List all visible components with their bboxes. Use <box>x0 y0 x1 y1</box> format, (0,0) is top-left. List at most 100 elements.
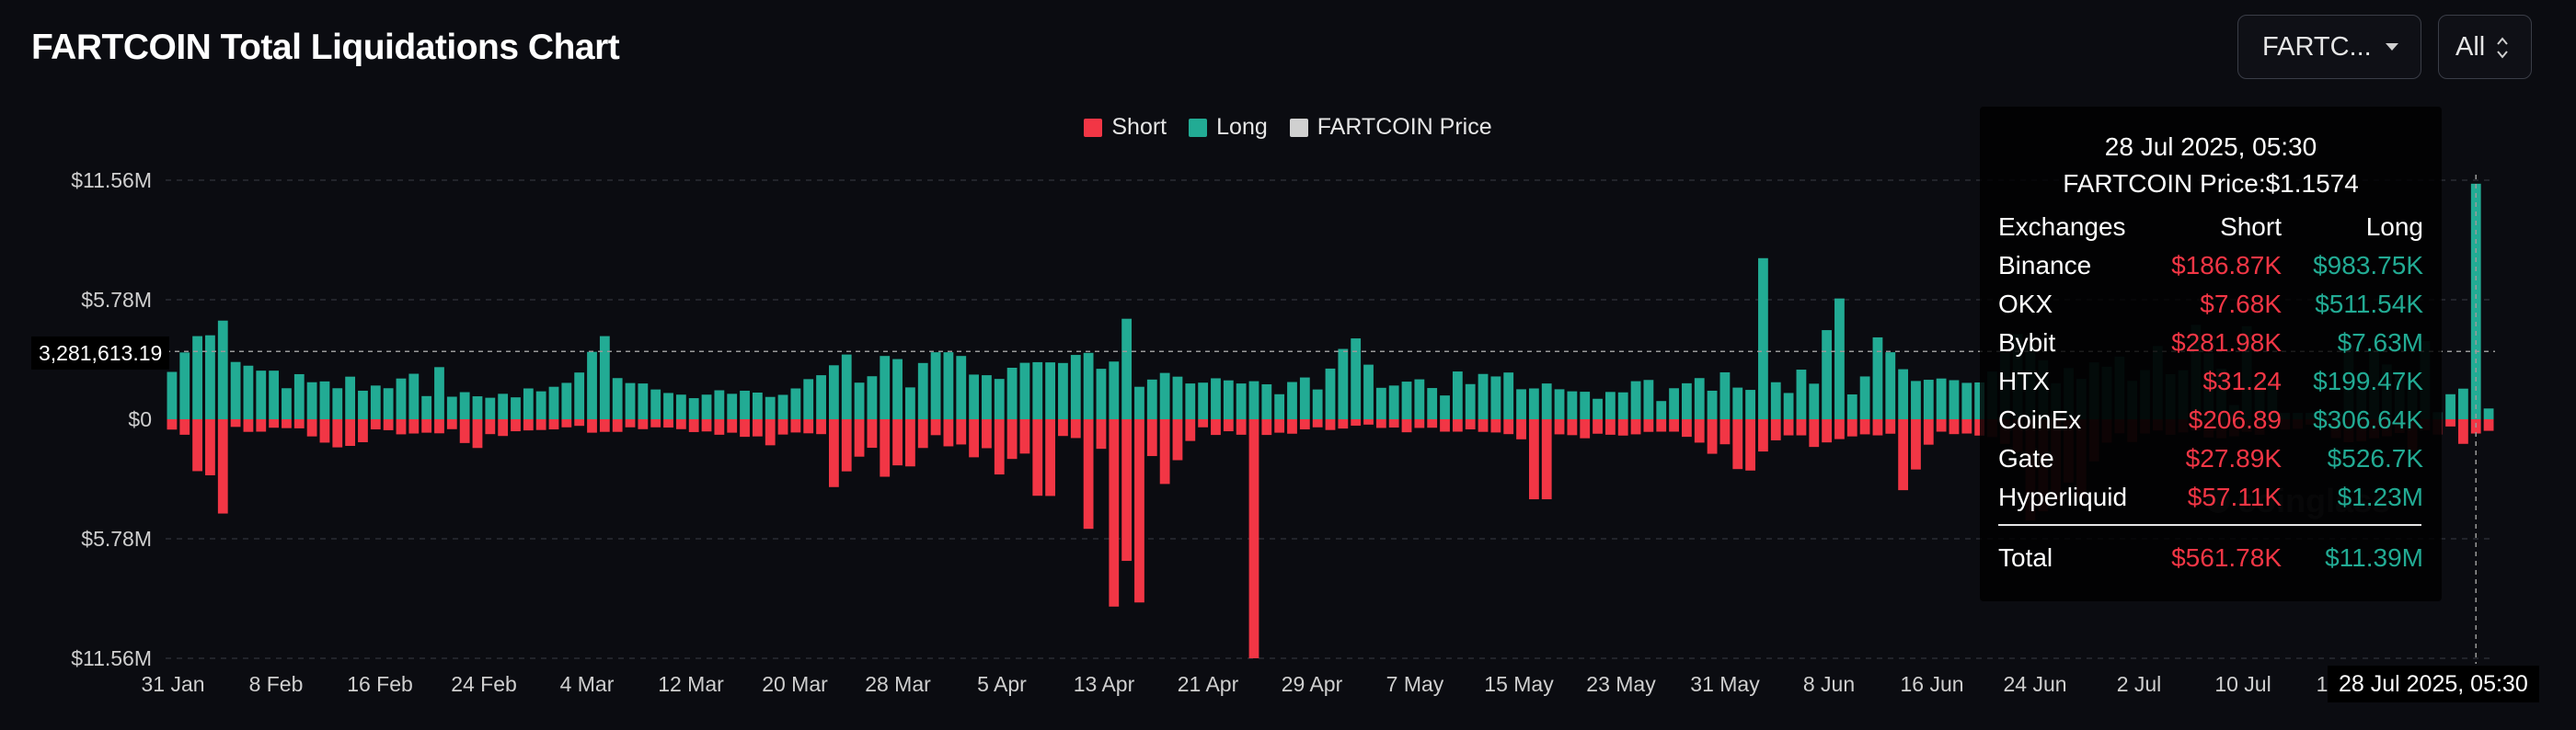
long-bar[interactable] <box>370 385 381 419</box>
long-bar[interactable] <box>994 379 1005 419</box>
short-bar[interactable] <box>1885 419 1896 434</box>
short-bar[interactable] <box>434 419 444 434</box>
long-bar[interactable] <box>688 398 699 419</box>
long-bar[interactable] <box>1019 362 1030 419</box>
short-bar[interactable] <box>2483 419 2494 431</box>
long-bar[interactable] <box>1745 390 1755 419</box>
long-bar[interactable] <box>1630 381 1641 419</box>
long-bar[interactable] <box>790 388 801 419</box>
short-bar[interactable] <box>1096 419 1107 450</box>
long-bar[interactable] <box>1198 382 1209 419</box>
long-bar[interactable] <box>1719 371 1731 419</box>
long-bar[interactable] <box>956 356 967 419</box>
long-bar[interactable] <box>1541 383 1552 419</box>
short-bar[interactable] <box>1146 419 1157 457</box>
long-bar[interactable] <box>663 393 673 419</box>
short-bar[interactable] <box>1198 419 1209 428</box>
long-bar[interactable] <box>1593 398 1603 419</box>
long-bar[interactable] <box>982 375 992 419</box>
short-bar[interactable] <box>1707 419 1718 454</box>
long-bar[interactable] <box>1528 388 1539 419</box>
long-bar[interactable] <box>1682 382 1692 419</box>
long-bar[interactable] <box>1096 369 1107 419</box>
short-bar[interactable] <box>370 419 381 430</box>
short-bar[interactable] <box>396 419 407 435</box>
long-bar[interactable] <box>1261 383 1272 419</box>
long-bar[interactable] <box>459 392 470 419</box>
short-bar[interactable] <box>1719 419 1731 445</box>
long-bar[interactable] <box>740 390 750 419</box>
short-bar[interactable] <box>332 419 343 448</box>
long-bar[interactable] <box>293 373 305 419</box>
short-bar[interactable] <box>854 419 865 457</box>
long-bar[interactable] <box>803 379 814 419</box>
short-bar[interactable] <box>1732 419 1743 470</box>
short-bar[interactable] <box>383 419 394 430</box>
long-bar[interactable] <box>306 382 317 419</box>
short-bar[interactable] <box>1006 419 1018 460</box>
short-bar[interactable] <box>1872 419 1883 436</box>
legend-item-price[interactable]: FARTCOIN Price <box>1289 114 1492 141</box>
short-bar[interactable] <box>1846 419 1857 437</box>
short-bar[interactable] <box>2458 419 2468 444</box>
long-bar[interactable] <box>1834 298 1845 419</box>
long-bar[interactable] <box>650 389 661 419</box>
long-bar[interactable] <box>1694 378 1705 419</box>
short-bar[interactable] <box>1032 419 1043 496</box>
long-bar[interactable] <box>1109 361 1120 419</box>
short-bar[interactable] <box>1669 419 1679 432</box>
short-bar[interactable] <box>561 419 572 428</box>
short-bar[interactable] <box>1070 419 1081 439</box>
long-bar[interactable] <box>1185 383 1196 419</box>
long-bar[interactable] <box>1872 336 1883 419</box>
short-bar[interactable] <box>1911 419 1921 470</box>
long-bar[interactable] <box>205 335 215 419</box>
short-bar[interactable] <box>1312 419 1323 428</box>
long-bar[interactable] <box>1490 376 1501 419</box>
short-bar[interactable] <box>1223 419 1234 432</box>
short-bar[interactable] <box>459 419 470 443</box>
short-bar[interactable] <box>1351 419 1362 426</box>
short-bar[interactable] <box>1109 419 1120 607</box>
short-bar[interactable] <box>892 419 903 466</box>
long-bar[interactable] <box>1401 382 1412 419</box>
short-bar[interactable] <box>1045 419 1056 496</box>
short-bar[interactable] <box>1758 419 1768 452</box>
long-bar[interactable] <box>1032 361 1043 419</box>
long-bar[interactable] <box>905 387 915 419</box>
long-bar[interactable] <box>1503 372 1514 419</box>
long-bar[interactable] <box>421 395 432 419</box>
long-bar[interactable] <box>930 352 941 419</box>
long-bar[interactable] <box>1846 394 1857 419</box>
long-bar[interactable] <box>523 388 534 419</box>
long-bar[interactable] <box>230 361 241 419</box>
long-bar[interactable] <box>1923 380 1934 419</box>
long-bar[interactable] <box>1287 382 1297 419</box>
short-bar[interactable] <box>1656 419 1667 432</box>
long-bar[interactable] <box>1083 352 1094 419</box>
long-bar[interactable] <box>1580 392 1591 419</box>
short-bar[interactable] <box>319 419 330 443</box>
short-bar[interactable] <box>205 419 215 475</box>
short-bar[interactable] <box>740 419 750 438</box>
long-bar[interactable] <box>1911 381 1921 419</box>
long-bar[interactable] <box>625 382 636 419</box>
long-bar[interactable] <box>498 394 509 419</box>
long-bar[interactable] <box>319 381 330 419</box>
short-bar[interactable] <box>701 419 712 432</box>
short-bar[interactable] <box>217 419 228 514</box>
short-bar[interactable] <box>714 419 725 435</box>
short-bar[interactable] <box>1809 419 1820 448</box>
long-bar[interactable] <box>638 383 649 419</box>
short-bar[interactable] <box>917 419 928 449</box>
short-bar[interactable] <box>790 419 801 433</box>
short-bar[interactable] <box>1593 419 1603 434</box>
long-bar[interactable] <box>1809 383 1820 419</box>
short-bar[interactable] <box>179 419 190 435</box>
short-bar[interactable] <box>1211 419 1221 436</box>
long-bar[interactable] <box>917 362 928 419</box>
long-bar[interactable] <box>1223 380 1234 419</box>
long-bar[interactable] <box>383 388 394 419</box>
short-bar[interactable] <box>982 419 992 449</box>
long-bar[interactable] <box>1465 383 1476 419</box>
